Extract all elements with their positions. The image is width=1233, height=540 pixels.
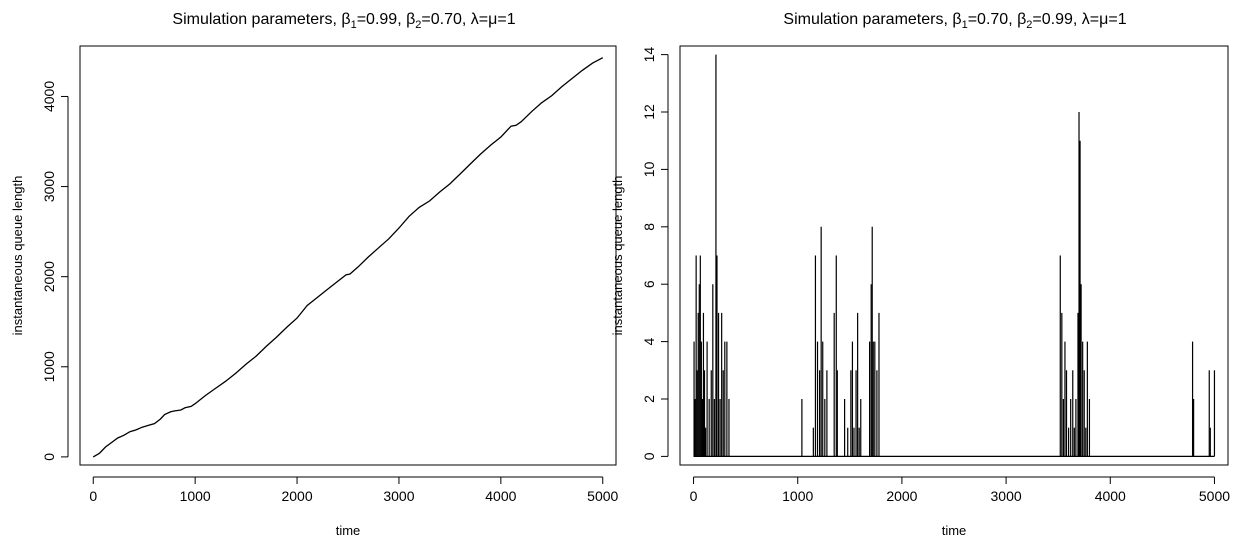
y-tick-label: 3000 bbox=[41, 171, 57, 202]
x-tick-label: 3000 bbox=[991, 488, 1022, 504]
y-tick-label: 14 bbox=[641, 47, 657, 63]
y-tick-label: 10 bbox=[641, 161, 657, 177]
right-chart-title: Simulation parameters, β1=0.70, β2=0.99,… bbox=[783, 11, 1126, 31]
x-tick-label: 3000 bbox=[383, 488, 414, 504]
x-tick-label: 4000 bbox=[1095, 488, 1126, 504]
left-plot-frame bbox=[79, 45, 617, 466]
left-chart: Simulation parameters, β1=0.99, β2=0.70,… bbox=[10, 11, 619, 538]
right-chart: Simulation parameters, β1=0.70, β2=0.99,… bbox=[610, 11, 1230, 538]
left-chart-title: Simulation parameters, β1=0.99, β2=0.70,… bbox=[172, 11, 515, 31]
right-x-axis-label: time bbox=[942, 523, 967, 538]
y-tick-label: 2000 bbox=[41, 261, 57, 292]
left-x-axis-label: time bbox=[336, 523, 361, 538]
y-tick-label: 0 bbox=[641, 452, 657, 460]
y-tick-label: 1000 bbox=[41, 351, 57, 382]
queue-length-line bbox=[92, 57, 604, 458]
y-tick-label: 2 bbox=[641, 395, 657, 403]
y-tick-label: 12 bbox=[641, 104, 657, 120]
x-tick-label: 1000 bbox=[180, 488, 211, 504]
x-tick-label: 0 bbox=[89, 488, 97, 504]
y-tick-label: 4000 bbox=[41, 81, 57, 112]
x-tick-label: 2000 bbox=[886, 488, 917, 504]
left-x-axis: 0 1000 2000 3000 4000 5000 bbox=[89, 476, 619, 504]
left-y-axis: 0 1000 2000 3000 4000 bbox=[41, 81, 69, 461]
right-y-axis-label: instantaneous queue length bbox=[610, 176, 625, 336]
x-tick-label: 4000 bbox=[485, 488, 516, 504]
x-tick-label: 5000 bbox=[1199, 488, 1230, 504]
left-y-axis-label: instantaneous queue length bbox=[10, 176, 25, 336]
x-tick-label: 0 bbox=[690, 488, 698, 504]
left-series bbox=[92, 57, 604, 458]
y-tick-label: 8 bbox=[641, 223, 657, 231]
y-tick-label: 6 bbox=[641, 280, 657, 288]
right-x-axis: 0 1000 2000 3000 4000 5000 bbox=[690, 476, 1230, 504]
x-tick-label: 2000 bbox=[281, 488, 312, 504]
y-tick-label: 0 bbox=[41, 453, 57, 461]
right-series bbox=[693, 54, 1216, 457]
right-y-axis: 0 2 4 6 8 10 12 14 bbox=[641, 47, 669, 460]
x-tick-label: 1000 bbox=[782, 488, 813, 504]
right-plot-frame bbox=[679, 45, 1229, 466]
y-tick-label: 4 bbox=[641, 337, 657, 345]
x-tick-label: 5000 bbox=[587, 488, 618, 504]
